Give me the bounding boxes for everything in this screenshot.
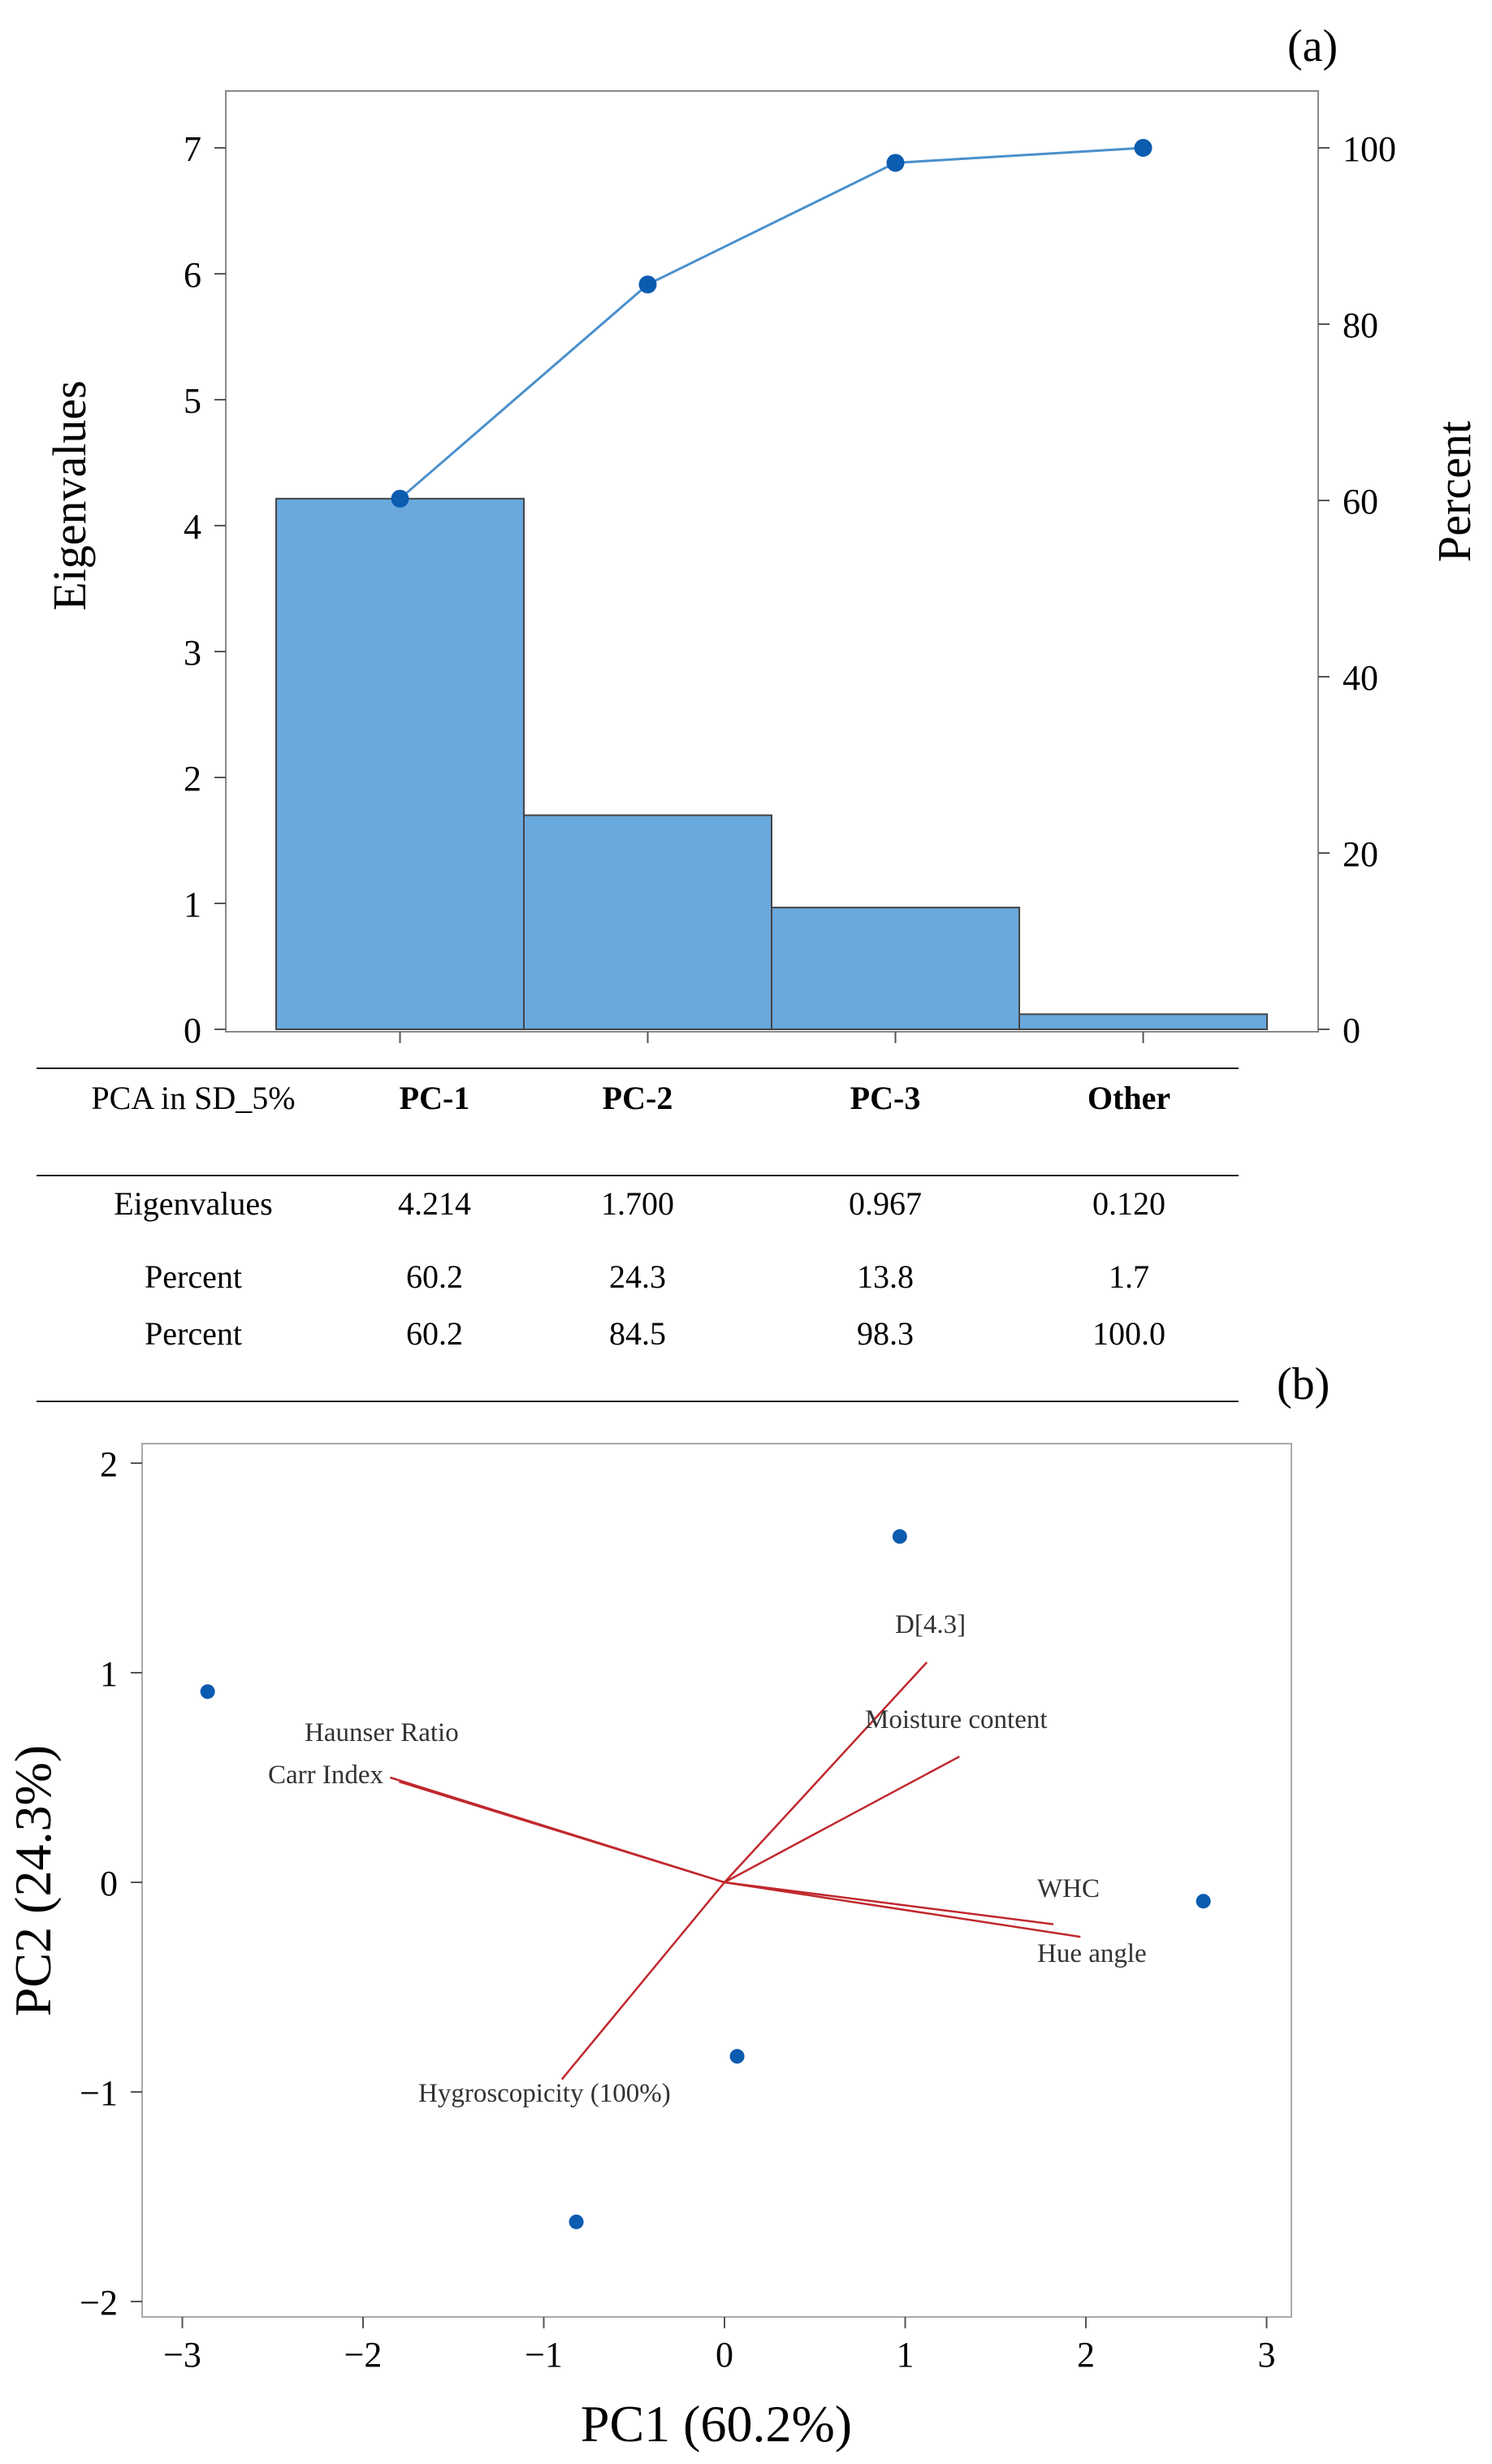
y-tick-label: −1: [80, 2073, 118, 2113]
table-cell: 98.3: [857, 1315, 914, 1352]
table-row-label: Percent: [145, 1315, 242, 1352]
loading-vector-d-4-3: [724, 1661, 928, 1883]
cumulative-percent-marker: [1134, 139, 1153, 157]
cumulative-percent-line: [399, 146, 1144, 500]
y-tick-label: 6: [184, 255, 201, 295]
table-cell: 100.0: [1092, 1315, 1165, 1352]
table-cell: 24.3: [609, 1258, 666, 1295]
panel-b-label: (b): [1277, 1359, 1330, 1410]
table-cell: 1.7: [1109, 1258, 1149, 1295]
y-tick-label: 0: [184, 1011, 201, 1050]
loading-vector-whc: [724, 1881, 1054, 1925]
y-tick-label: 5: [184, 381, 201, 421]
table-cell: 84.5: [609, 1315, 666, 1352]
y-tick-label: 1: [100, 1654, 118, 1694]
y2-tick-label: 100: [1343, 129, 1396, 169]
x-tick-label: −3: [163, 2335, 201, 2375]
pc2-axis-ticks: −2 −1 0 1 2: [80, 1444, 142, 2323]
loading-vector-hue-angle: [724, 1881, 1081, 1938]
loading-label-hue-angle: Hue angle: [1037, 1939, 1147, 1968]
score-point: [729, 2049, 745, 2064]
x-tick-label: −1: [525, 2335, 563, 2375]
score-point: [1196, 1894, 1211, 1909]
bar-pc-1: [275, 497, 525, 1030]
y-tick-label: 2: [184, 759, 201, 799]
cumulative-line: [391, 139, 1153, 508]
loading-vectors: D[4.3] Moisture content Haunser Ratio Carr …: [268, 1610, 1147, 2108]
score-point: [569, 2214, 584, 2229]
score-point: [200, 1684, 215, 1700]
x-axis-label-pc1: PC1 (60.2%): [581, 2395, 852, 2453]
table-cells: PCA in SD_5% PC-1 PC-2 PC-3 Other Eigenvalues…: [91, 1080, 1170, 1352]
pc1-axis-ticks: −3 −2 −1 0 1 2 3: [163, 2317, 1276, 2375]
table-header-label: PCA in SD_5%: [91, 1080, 295, 1116]
x-tick-label: 2: [1077, 2335, 1095, 2375]
x-tick-label: −2: [344, 2335, 383, 2375]
cumulative-percent-marker: [638, 275, 657, 294]
y-tick-label: 1: [184, 885, 201, 925]
left-axis-ticks: 0 1 2 3 4 5 6 7: [184, 129, 226, 1050]
table-header-cell: PC-3: [850, 1080, 921, 1116]
y-tick-label: 3: [184, 633, 201, 673]
table-row-label: Percent: [145, 1258, 242, 1295]
x-tick-label: 1: [897, 2335, 915, 2375]
table-cell: 60.2: [406, 1258, 463, 1295]
pca-table: PCA in SD_5% PC-1 PC-2 PC-3 Other Eigenvalues…: [37, 1067, 1239, 1402]
bar-pc-2: [523, 814, 772, 1030]
y-tick-label: 2: [100, 1444, 118, 1484]
cumulative-percent-marker: [391, 489, 409, 508]
loading-vector-moisture-content: [724, 1756, 960, 1884]
plot-frame-b: [141, 1443, 1292, 2318]
y-tick-label: 0: [100, 1864, 118, 1903]
bar-pc-3: [771, 907, 1020, 1030]
panel-a: (a) Eigenvalues Percent 0 1 2 3 4 5 6 7 0 20 40 60…: [43, 21, 1481, 1050]
table-cell: 1.700: [601, 1185, 674, 1222]
y-axis-label-pc2: PC2 (24.3%): [4, 1745, 62, 2016]
loading-label-carr-index: Carr Index: [268, 1760, 384, 1790]
table-header-cell: Other: [1088, 1080, 1170, 1116]
table-header-cell: PC-1: [400, 1080, 470, 1116]
y-tick-label: 7: [184, 129, 201, 169]
y2-tick-label: 80: [1343, 305, 1378, 345]
table-row-label: Eigenvalues: [114, 1185, 273, 1222]
table-cell: 4.214: [398, 1185, 471, 1222]
loading-label-d-4-3: D[4.3]: [895, 1610, 966, 1639]
loading-label-moisture-content: Moisture content: [865, 1705, 1048, 1734]
loading-label-haunser-ratio: Haunser Ratio: [305, 1718, 459, 1747]
loading-label-hygroscopicity-100: Hygroscopicity (100%): [418, 2079, 671, 2108]
table-cell: 0.967: [849, 1185, 922, 1222]
y2-tick-label: 20: [1343, 834, 1378, 874]
panel-b: (b) −2 −1 0 1 2 −3 −2 −1 0 1 2 3 PC1 (60.2%) PC2 (…: [4, 1359, 1330, 2453]
x-tick-label: 0: [716, 2335, 733, 2375]
right-axis-ticks: 0 20 40 60 80 100: [1318, 129, 1396, 1050]
table-header-cell: PC-2: [603, 1080, 673, 1116]
score-points: [200, 1529, 1211, 2229]
table-cell: 0.120: [1092, 1185, 1165, 1222]
y2-axis-label-percent: Percent: [1428, 421, 1481, 562]
score-point: [892, 1529, 907, 1544]
y2-tick-label: 40: [1343, 658, 1378, 698]
y-tick-label: −2: [80, 2283, 118, 2323]
y-axis-label-eigenvalues: Eigenvalues: [43, 380, 96, 610]
loading-vector-carr-index: [399, 1780, 725, 1884]
y2-tick-label: 60: [1343, 482, 1378, 522]
table-cell: 13.8: [857, 1258, 914, 1295]
table-cell: 60.2: [406, 1315, 463, 1352]
bar-other: [1018, 1013, 1268, 1031]
x-ticks: [399, 1032, 1144, 1043]
y-tick-label: 4: [184, 507, 201, 547]
bars: [275, 497, 1268, 1031]
panel-a-label: (a): [1287, 21, 1338, 71]
x-tick-label: 3: [1258, 2335, 1276, 2375]
cumulative-percent-marker: [886, 154, 905, 172]
plot-frame-a: [225, 90, 1319, 1033]
y2-tick-label: 0: [1343, 1011, 1360, 1050]
loading-vector-hygroscopicity-100: [560, 1882, 725, 2081]
loading-label-whc: WHC: [1037, 1874, 1100, 1903]
